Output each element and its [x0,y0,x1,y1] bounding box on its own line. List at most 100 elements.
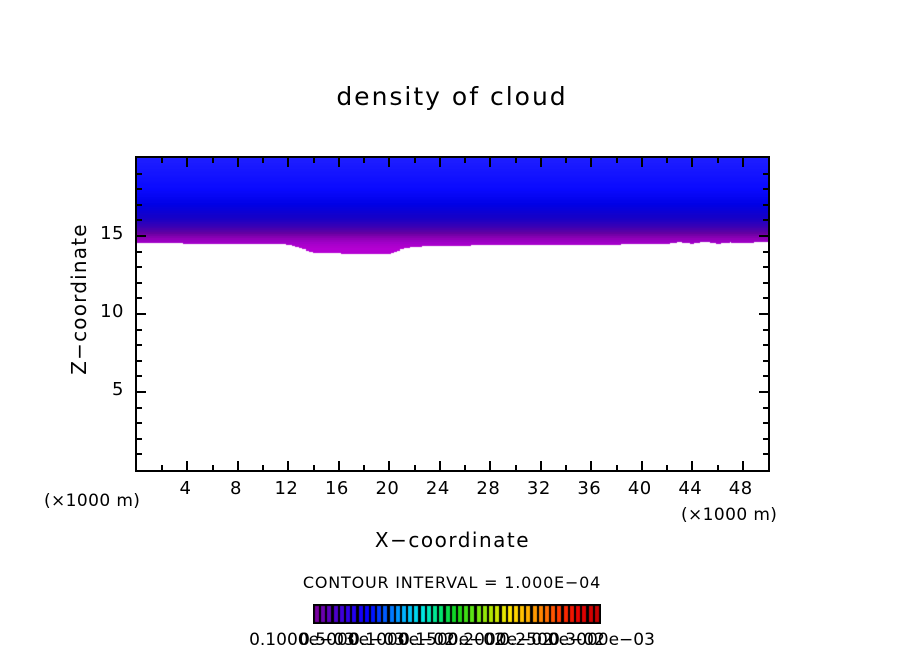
axis-tick [137,172,142,175]
axis-tick [137,203,142,206]
axis-tick [763,375,768,378]
axis-tick [763,219,768,222]
axis-tick [337,461,340,470]
colorbar-tick-label: 0.2500e−02 [499,630,605,650]
axis-tick [565,465,568,470]
axis-tick [137,391,146,393]
x-tick-label: 32 [526,478,551,499]
x-tick-label: 8 [229,478,242,499]
axis-tick [312,465,315,470]
x-tick-label: 28 [476,478,501,499]
axis-tick [388,158,391,167]
axis-tick [763,203,768,206]
axis-tick [565,158,568,163]
x-axis-title: X−coordinate [374,528,531,552]
axis-tick [763,344,768,347]
axis-tick [337,158,340,167]
axis-tick [763,328,768,331]
colorbar-gradient [314,605,600,623]
page-title: density of cloud [336,82,568,111]
axis-tick [741,461,744,470]
axis-tick [312,158,315,163]
axis-tick [363,158,366,163]
axis-tick [539,158,542,167]
axis-tick [640,461,643,470]
y-tick-label: 5 [112,379,124,400]
axis-tick [137,437,142,440]
axis-tick [137,219,142,222]
axis-tick [691,461,694,470]
axis-tick [716,465,719,470]
axis-tick [763,281,768,284]
axis-tick [438,158,441,167]
axis-tick [539,461,542,470]
axis-tick [236,158,239,167]
y-tick-label: 15 [100,223,124,244]
axis-tick [137,406,142,409]
axis-tick [236,461,239,470]
axis-tick [137,235,146,237]
axis-tick [763,437,768,440]
plot-area [135,156,770,472]
x-tick-label: 40 [627,478,652,499]
axis-tick [640,158,643,167]
axis-tick [211,158,214,163]
axis-tick [666,158,669,163]
x-tick-label: 20 [375,478,400,499]
axis-tick [615,465,618,470]
axis-tick [763,266,768,269]
axis-tick [186,461,189,470]
axis-tick [489,461,492,470]
x-tick-label: 4 [179,478,192,499]
colorbar-tick-label: 0.1000e−02 [349,630,455,650]
axis-tick [137,266,142,269]
colorbar-tick-label: 0.5000e−03 [299,630,405,650]
axis-tick [137,328,142,331]
axis-tick [388,461,391,470]
axis-tick [759,391,768,393]
axis-tick [438,461,441,470]
axis-tick [763,250,768,253]
axis-tick [691,158,694,167]
x-tick-label: 12 [274,478,299,499]
x-tick-label: 44 [678,478,703,499]
axis-tick [262,465,265,470]
axis-tick [514,465,517,470]
axis-tick [137,250,142,253]
axis-tick [137,297,142,300]
colorbar-tick-label: 0.3000e−03 [549,630,655,650]
x-axis-unit-label: (×1000 m) [681,505,778,525]
axis-tick [137,281,142,284]
x-tick-label: 36 [577,478,602,499]
axis-tick [161,158,164,163]
axis-tick [615,158,618,163]
x-tick-label: 16 [324,478,349,499]
colorbar-tick-label: 0.1500e−02 [399,630,505,650]
axis-tick [211,465,214,470]
axis-tick [514,158,517,163]
axis-tick [741,158,744,167]
axis-tick [413,158,416,163]
x-tick-label: 24 [425,478,450,499]
axis-tick [763,172,768,175]
axis-tick [413,465,416,470]
axis-tick [186,158,189,167]
axis-tick [763,406,768,409]
y-axis-unit-label: (×1000 m) [44,491,141,511]
axis-tick [464,158,467,163]
axis-tick [489,158,492,167]
colorbar-tick-label-group: 0.1000e−03 0.5000e−03 0.1000e−02 0.1500e−02… [0,630,904,652]
axis-tick [716,158,719,163]
axis-tick [161,465,164,470]
axis-tick [137,375,142,378]
axis-tick [137,453,142,456]
contour-interval-label: CONTOUR INTERVAL = 1.000E−04 [302,573,602,592]
colorbar-tick-label: 0.2000e−02 [447,630,553,650]
axis-tick [287,158,290,167]
axis-tick [137,422,142,425]
axis-tick [137,313,146,315]
axis-tick [763,188,768,191]
density-field-heatmap [137,158,768,470]
axis-tick [759,235,768,237]
axis-tick [763,297,768,300]
